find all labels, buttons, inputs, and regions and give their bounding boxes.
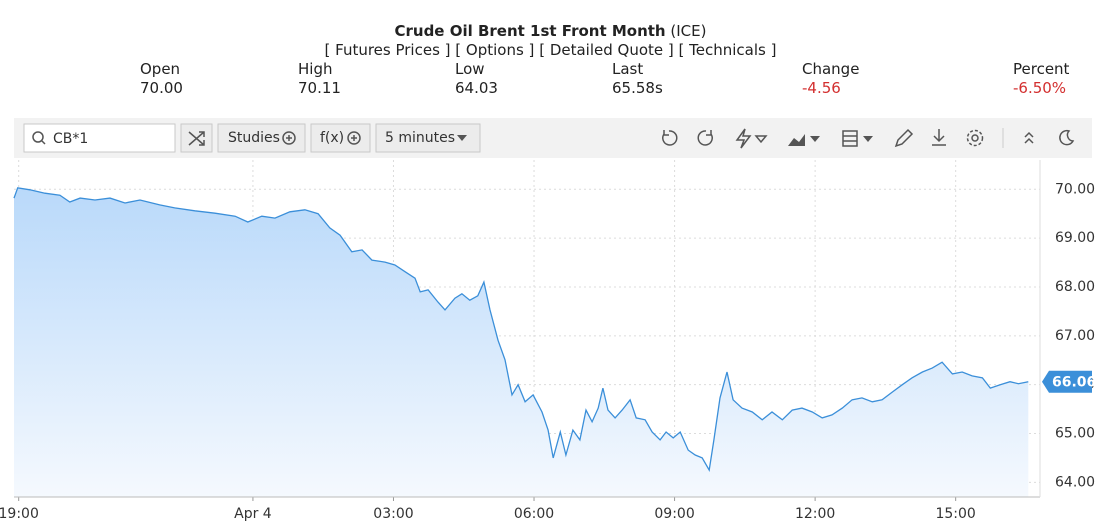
search-icon (41, 140, 46, 145)
redo-icon[interactable] (697, 130, 713, 146)
pencil-icon[interactable] (894, 128, 914, 148)
theme-icon[interactable] (1059, 129, 1075, 146)
collapse-icon[interactable] (1024, 131, 1034, 144)
settings-icon (966, 129, 984, 147)
area-fill (14, 187, 1029, 498)
price-line (13, 187, 1029, 473)
quote-label: Open (140, 60, 181, 78)
x-tick-label: 15:00 (935, 506, 975, 522)
plus-icon (286, 135, 292, 141)
last-price-tag (1042, 370, 1092, 393)
quote-link[interactable]: [ Technicals ] (678, 41, 777, 59)
y-tick-label: 67.00 (1055, 328, 1095, 344)
y-tick-label: 64.00 (1055, 474, 1095, 490)
quote-value: -4.56 (802, 79, 841, 97)
dropdown-arrow (457, 135, 467, 141)
quote-label: Low (455, 60, 485, 78)
toolbar (14, 118, 1092, 158)
quote-label: Last (612, 60, 644, 78)
dropdown-arrow (810, 136, 820, 142)
y-tick-label: 69.00 (1055, 230, 1095, 246)
title: Crude Oil Brent 1st Front Month (394, 22, 666, 40)
quote-link[interactable]: [ Options ] (455, 41, 535, 59)
template-icon[interactable] (842, 130, 858, 147)
interval: 5 minutes (385, 130, 455, 146)
quote-link[interactable]: [ Futures Prices ] (324, 41, 451, 59)
x-tick-label: Apr 4 (234, 506, 272, 522)
y-tick-label: 68.00 (1055, 279, 1095, 295)
plus-icon (351, 135, 357, 141)
compare-icon (188, 131, 205, 146)
symbol: CB*1 (53, 131, 88, 147)
dropdown-arrow (863, 136, 873, 142)
settings-icon[interactable] (971, 134, 979, 142)
quote-value: 65.58s (612, 79, 663, 97)
y-tick-label: 65.00 (1055, 426, 1095, 442)
quote-value: 70.00 (140, 79, 183, 97)
quote-label: Change (802, 60, 860, 78)
draw-tools-icon[interactable] (735, 128, 768, 149)
quote-value: -6.50% (1013, 79, 1067, 97)
search-icon (32, 131, 44, 143)
quote-label: High (298, 60, 333, 78)
search-box[interactable] (23, 123, 176, 153)
x-tick-label: 12:00 (795, 506, 835, 522)
x-tick-label: 06:00 (514, 506, 554, 522)
undo-icon[interactable] (662, 130, 678, 146)
x-tick-label: 03:00 (373, 506, 413, 522)
y-tick-label: 70.00 (1055, 181, 1095, 197)
download-icon[interactable] (932, 129, 946, 146)
plus-icon (347, 131, 361, 145)
title-row: Crude Oil Brent 1st Front Month (ICE) (0, 22, 1101, 40)
plus-icon (282, 131, 296, 145)
last-price-label: 66.06 (1052, 375, 1096, 391)
quote-link[interactable]: [ Detailed Quote ] (539, 41, 674, 59)
chart-type-icon[interactable] (788, 134, 805, 146)
function: f(x) (320, 130, 344, 146)
x-tick-label: 19:00 (0, 506, 39, 522)
quote-value: 64.03 (455, 79, 498, 97)
x-tick-label: 09:00 (654, 506, 694, 522)
link-row: [ Futures Prices ] [ Options ] [ Detaile… (0, 41, 1101, 59)
quote-label: Percent (1013, 60, 1070, 78)
exchange: (ICE) (670, 22, 707, 40)
plot: 64.0065.0066.0067.0068.0069.0070.0019:00… (0, 160, 1096, 522)
studies: Studies (228, 130, 280, 146)
quote-value: 70.11 (298, 79, 341, 97)
